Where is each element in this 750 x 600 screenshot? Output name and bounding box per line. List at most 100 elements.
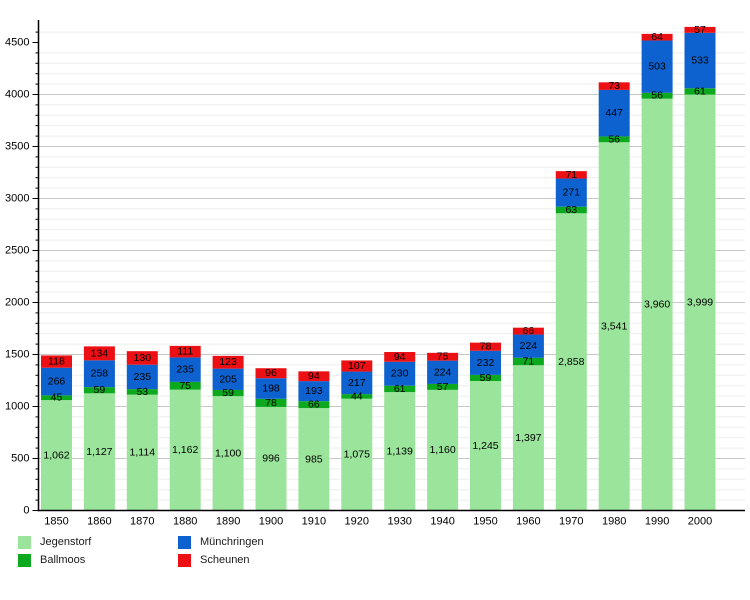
x-axis-tick-label: 1880 — [173, 516, 197, 528]
x-axis-tick-label: 1910 — [302, 516, 326, 528]
bar-segment — [169, 357, 201, 382]
x-axis-tick-label: 1920 — [345, 516, 369, 528]
x-axis-tick-label: 1980 — [602, 516, 626, 528]
legend-label-ballmoos: Ballmoos — [40, 553, 86, 566]
bar-value-label: 78 — [480, 341, 492, 353]
y-axis-tick-label: 4500 — [5, 37, 29, 49]
bar-segment — [512, 357, 544, 366]
bar-segment — [684, 94, 716, 511]
bar-segment — [41, 367, 72, 396]
bar-value-label: 59 — [94, 384, 106, 396]
bar-segment — [427, 360, 459, 384]
legend-item-scheunen: Scheunen — [178, 551, 264, 569]
bar-value-label: 134 — [91, 347, 109, 359]
bar-value-label: 96 — [265, 367, 277, 379]
y-axis-tick-label: 2000 — [5, 297, 29, 309]
legend-label-munchringen: Münchringen — [200, 535, 264, 548]
bar-segment — [684, 88, 716, 95]
bar-value-label: 75 — [179, 380, 191, 392]
bar-value-label: 2,858 — [558, 356, 584, 368]
bar-value-label: 71 — [523, 356, 535, 368]
bar-segment — [298, 408, 330, 511]
bar-value-label: 94 — [394, 351, 406, 363]
bar-segment — [470, 381, 501, 511]
x-axis-tick-label: 1890 — [216, 516, 240, 528]
bar-value-label: 123 — [219, 356, 237, 368]
bar-segment — [83, 360, 115, 388]
bar-segment — [169, 389, 201, 511]
bar-value-label: 230 — [391, 368, 409, 380]
bar-segment — [512, 327, 544, 335]
bar-value-label: 271 — [563, 187, 581, 199]
bar-segment — [255, 378, 287, 399]
x-axis-tick-label: 1950 — [473, 516, 497, 528]
bar-value-label: 66 — [523, 325, 535, 337]
bar-value-label: 61 — [394, 383, 406, 395]
x-axis-tick-label: 1970 — [559, 516, 583, 528]
bar-value-label: 118 — [48, 356, 65, 368]
bar-value-label: 217 — [348, 377, 366, 389]
bar-value-label: 94 — [308, 370, 320, 382]
bar-segment — [512, 365, 544, 511]
bar-value-label: 130 — [134, 352, 152, 364]
bar-segment — [83, 387, 115, 394]
scheunen-swatch-icon — [178, 553, 191, 567]
bar-segment — [684, 32, 716, 89]
bar-value-label: 63 — [565, 204, 577, 216]
x-axis-tick-label: 1850 — [44, 516, 68, 528]
bar-segment — [255, 406, 287, 511]
bar-value-label: 985 — [305, 453, 323, 465]
ballmoos-swatch-icon — [18, 553, 31, 567]
bar-segment — [169, 381, 201, 390]
bar-value-label: 61 — [694, 85, 706, 97]
bar-segment — [598, 136, 630, 143]
legend-label-jegenstorf: Jegenstorf — [40, 535, 92, 548]
bar-segment — [126, 389, 158, 395]
bar-segment — [41, 395, 72, 401]
bar-segment — [427, 383, 459, 390]
bar-segment — [41, 355, 72, 368]
bar-value-label: 44 — [351, 390, 363, 402]
bar-segment — [255, 368, 287, 379]
y-axis-tick-label: 4000 — [5, 89, 29, 101]
x-axis-tick-label: 1990 — [645, 516, 669, 528]
bar-value-label: 1,160 — [429, 444, 455, 456]
jegenstorf-swatch-icon — [18, 535, 31, 549]
legend-item-jegenstorf: Jegenstorf — [18, 533, 178, 551]
bar-value-label: 45 — [51, 392, 63, 404]
bar-value-label: 1,245 — [472, 440, 498, 452]
bar-segment — [598, 142, 630, 511]
y-axis-tick-label: 2500 — [5, 245, 29, 257]
bar-segment — [684, 26, 716, 33]
bar-segment — [427, 352, 459, 361]
bar-segment — [555, 206, 587, 214]
bar-value-label: 75 — [437, 351, 449, 363]
bar-value-label: 1,062 — [43, 449, 69, 461]
bar-value-label: 193 — [305, 385, 323, 397]
bar-value-label: 57 — [694, 24, 706, 36]
bar-segment — [384, 392, 416, 511]
bar-value-label: 71 — [565, 169, 577, 181]
munchringen-swatch-icon — [178, 535, 191, 549]
bar-segment — [341, 371, 373, 395]
bar-segment — [126, 364, 158, 390]
bar-value-label: 232 — [477, 357, 495, 369]
bar-segment — [83, 346, 115, 361]
bar-value-label: 107 — [348, 360, 366, 372]
bar-segment — [598, 82, 630, 90]
x-axis-tick-label: 1900 — [259, 516, 283, 528]
bar-value-label: 198 — [262, 383, 280, 395]
legend-item-munchringen: Münchringen — [178, 533, 264, 551]
bar-segment — [341, 398, 373, 511]
bar-value-label: 205 — [219, 373, 237, 385]
legend-item-ballmoos: Ballmoos — [18, 551, 178, 569]
bar-segment — [126, 351, 158, 365]
bar-segment — [341, 394, 373, 399]
bar-segment — [384, 352, 416, 362]
bar-segment — [41, 400, 72, 511]
bar-segment — [470, 350, 501, 375]
y-axis-tick-label: 3000 — [5, 193, 29, 205]
bar-value-label: 53 — [136, 386, 148, 398]
bar-segment — [341, 360, 373, 372]
